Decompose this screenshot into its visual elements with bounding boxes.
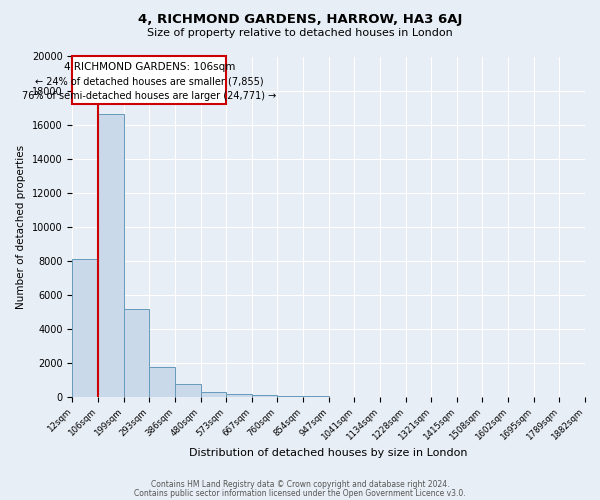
Text: 76% of semi-detached houses are larger (24,771) →: 76% of semi-detached houses are larger (… [22,90,277,101]
Text: ← 24% of detached houses are smaller (7,855): ← 24% of detached houses are smaller (7,… [35,76,263,86]
Bar [200,392,226,398]
X-axis label: Distribution of detached houses by size in London: Distribution of detached houses by size … [190,448,468,458]
Y-axis label: Number of detached properties: Number of detached properties [16,145,26,309]
Bar [226,394,252,398]
Text: Contains HM Land Registry data © Crown copyright and database right 2024.: Contains HM Land Registry data © Crown c… [151,480,449,489]
Bar [149,366,175,398]
Bar [303,396,329,398]
Text: Size of property relative to detached houses in London: Size of property relative to detached ho… [147,28,453,38]
Text: 4, RICHMOND GARDENS, HARROW, HA3 6AJ: 4, RICHMOND GARDENS, HARROW, HA3 6AJ [138,12,462,26]
Bar [98,114,124,398]
Text: Contains public sector information licensed under the Open Government Licence v3: Contains public sector information licen… [134,489,466,498]
Text: 4 RICHMOND GARDENS: 106sqm: 4 RICHMOND GARDENS: 106sqm [64,62,235,72]
Bar [252,395,277,398]
FancyBboxPatch shape [73,56,226,104]
Bar [124,308,149,398]
Bar [175,384,200,398]
Bar [277,396,303,398]
Bar [73,260,98,398]
